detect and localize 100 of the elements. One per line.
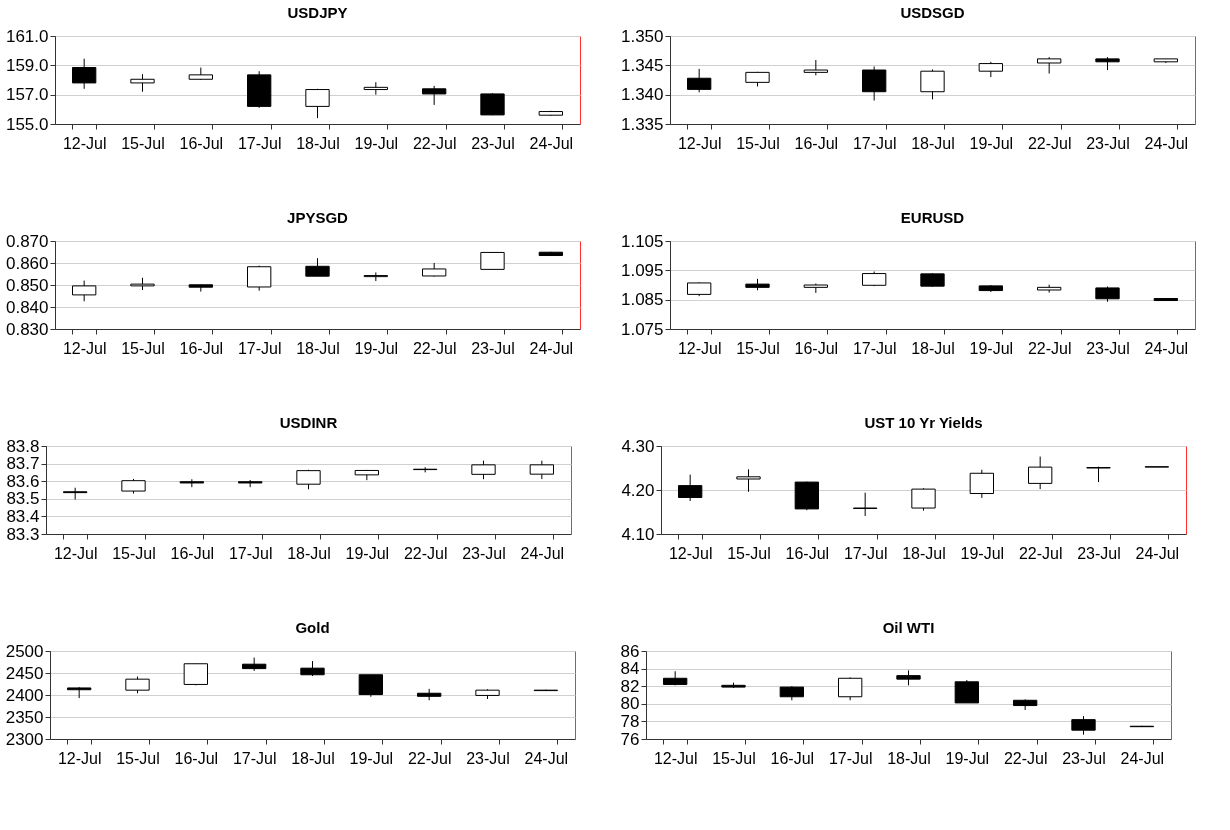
x-tick-label: 15-Jul [112, 544, 156, 562]
candlestick [480, 92, 505, 116]
y-tick-label: 157.0 [5, 85, 49, 105]
x-tick-label: 16-Jul [179, 339, 224, 357]
y-tick-label: 0.840 [5, 297, 49, 317]
x-tick-label: 17-Jul [828, 749, 873, 767]
y-tick-label: 86 [620, 641, 640, 661]
x-tick-label: 15-Jul [116, 749, 160, 767]
x-tick-label: 16-Jul [785, 544, 830, 562]
x-tick-label: 23-Jul [1086, 134, 1130, 152]
candlestick [529, 460, 554, 480]
x-tick-label: 15-Jul [736, 339, 780, 357]
x-tick-label: 17-Jul [237, 134, 282, 152]
candlestick [422, 85, 447, 106]
y-tick-label: 1.335 [620, 114, 664, 134]
candlestick [862, 66, 887, 102]
x-tick-label: 15-Jul [121, 339, 165, 357]
x-tick-label: 24-Jul [1135, 544, 1180, 562]
x-tick-label: 18-Jul [911, 339, 955, 357]
y-tick-label: 1.105 [620, 231, 664, 251]
x-tick-label: 12-Jul [62, 134, 107, 152]
x-tick-label: 12-Jul [57, 749, 102, 767]
y-tick-label: 1.340 [620, 85, 664, 105]
x-tick-label: 12-Jul [62, 339, 107, 357]
x-tick-label: 22-Jul [407, 749, 452, 767]
y-tick-label: 83.5 [6, 489, 40, 509]
x-tick-label: 18-Jul [296, 339, 340, 357]
x-tick-label: 16-Jul [794, 134, 839, 152]
candlestick [1071, 715, 1096, 736]
chart-title: UST 10 Yr Yields [864, 414, 983, 431]
x-tick-label: 23-Jul [466, 749, 510, 767]
y-tick-label: 1.075 [620, 319, 664, 339]
x-tick-label: 22-Jul [412, 134, 457, 152]
x-tick-label: 12-Jul [677, 339, 722, 357]
x-tick-label: 12-Jul [53, 544, 98, 562]
x-tick-label: 19-Jul [345, 544, 390, 562]
y-tick-label: 2350 [5, 707, 44, 727]
x-tick-label: 18-Jul [291, 749, 335, 767]
x-tick-label: 12-Jul [668, 544, 713, 562]
candlestick [969, 469, 994, 499]
x-tick-label: 18-Jul [287, 544, 331, 562]
x-tick-label: 16-Jul [770, 749, 815, 767]
candlestick [305, 88, 330, 119]
x-tick-label: 17-Jul [852, 339, 897, 357]
y-tick-label: 1.345 [620, 55, 664, 75]
x-tick-label: 19-Jul [354, 339, 399, 357]
x-tick-label: 23-Jul [1062, 749, 1106, 767]
y-tick-label: 161.0 [5, 26, 49, 46]
y-tick-label: 83.8 [6, 436, 40, 456]
chart-title: USDSGD [900, 4, 965, 21]
y-tick-label: 4.20 [621, 480, 655, 500]
x-tick-label: 19-Jul [969, 134, 1014, 152]
x-tick-label: 17-Jul [228, 544, 273, 562]
x-tick-label: 23-Jul [1086, 339, 1130, 357]
x-tick-label: 22-Jul [1003, 749, 1048, 767]
x-tick-label: 19-Jul [354, 134, 399, 152]
x-tick-label: 12-Jul [653, 749, 698, 767]
x-tick-label: 22-Jul [1027, 134, 1072, 152]
candlestick [911, 487, 936, 512]
x-tick-label: 19-Jul [969, 339, 1014, 357]
y-tick-label: 2500 [5, 641, 44, 661]
y-tick-label: 2400 [5, 685, 44, 705]
x-tick-label: 24-Jul [1120, 749, 1165, 767]
y-tick-label: 0.830 [5, 319, 49, 339]
y-tick-label: 1.085 [620, 290, 664, 310]
candlestick [1028, 456, 1053, 490]
chart-title: USDJPY [287, 4, 348, 21]
x-tick-label: 23-Jul [1077, 544, 1121, 562]
x-tick-label: 17-Jul [237, 339, 282, 357]
candlestick [247, 265, 272, 292]
x-tick-label: 19-Jul [945, 749, 990, 767]
y-tick-label: 159.0 [5, 55, 49, 75]
chart-title: EURUSD [900, 209, 965, 226]
x-tick-label: 16-Jul [794, 339, 839, 357]
x-tick-label: 15-Jul [712, 749, 756, 767]
x-tick-label: 22-Jul [1027, 339, 1072, 357]
y-tick-label: 80 [620, 694, 640, 714]
y-tick-label: 0.870 [5, 231, 49, 251]
x-tick-label: 15-Jul [121, 134, 165, 152]
y-tick-label: 1.095 [620, 260, 664, 280]
x-tick-label: 18-Jul [902, 544, 946, 562]
x-tick-label: 24-Jul [524, 749, 569, 767]
chart-title: Gold [295, 619, 330, 636]
x-tick-label: 22-Jul [1018, 544, 1063, 562]
candlestick [838, 676, 863, 701]
candlestick [920, 68, 945, 100]
x-tick-label: 17-Jul [232, 749, 277, 767]
x-tick-label: 17-Jul [852, 134, 897, 152]
y-tick-label: 83.7 [6, 454, 40, 474]
x-tick-label: 24-Jul [529, 134, 574, 152]
candlestick [678, 474, 703, 502]
y-tick-label: 78 [620, 711, 640, 731]
y-tick-label: 4.30 [621, 436, 655, 456]
x-tick-label: 18-Jul [296, 134, 340, 152]
y-tick-label: 84 [620, 659, 640, 679]
x-tick-label: 18-Jul [887, 749, 931, 767]
x-tick-label: 23-Jul [462, 544, 506, 562]
x-tick-label: 15-Jul [727, 544, 771, 562]
x-tick-label: 22-Jul [403, 544, 448, 562]
x-tick-label: 23-Jul [471, 134, 515, 152]
